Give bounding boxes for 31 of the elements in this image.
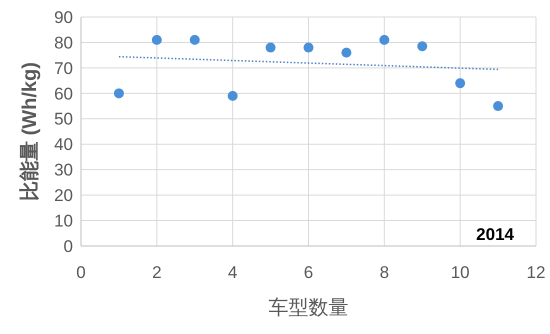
y-tick-label: 70 — [54, 58, 73, 78]
y-tick-label: 60 — [54, 84, 73, 104]
y-axis-title: 比能量 (Wh/kg) — [18, 62, 41, 201]
annotation: 2014 — [476, 225, 515, 244]
point — [114, 88, 124, 98]
x-tick-label: 0 — [76, 263, 86, 282]
x-tick-label: 6 — [304, 263, 314, 282]
y-tick-label: 0 — [64, 236, 73, 256]
point — [228, 90, 238, 101]
x-tick-label: 10 — [450, 263, 470, 282]
y-tick-label: 30 — [54, 160, 73, 180]
y-tick-label: 90 — [54, 8, 73, 27]
point — [266, 42, 276, 53]
y-tick-label: 50 — [54, 110, 73, 129]
point — [304, 42, 314, 53]
x-tick-label: 4 — [228, 263, 238, 282]
y-tick-label: 40 — [54, 135, 73, 154]
x-tick-label: 2 — [152, 263, 162, 282]
point — [417, 41, 428, 52]
point — [379, 34, 390, 45]
point — [341, 48, 352, 58]
y-tick-label: 20 — [54, 186, 73, 206]
y-tick-label: 10 — [54, 212, 73, 231]
point — [455, 78, 466, 88]
x-tick-label: 8 — [380, 263, 390, 282]
point — [152, 34, 162, 45]
x-tick-label: 12 — [526, 263, 546, 282]
y-tick-label: 80 — [54, 33, 73, 52]
x-axis-title: 车型数量 — [268, 297, 348, 319]
point — [493, 101, 504, 112]
point — [190, 34, 200, 45]
